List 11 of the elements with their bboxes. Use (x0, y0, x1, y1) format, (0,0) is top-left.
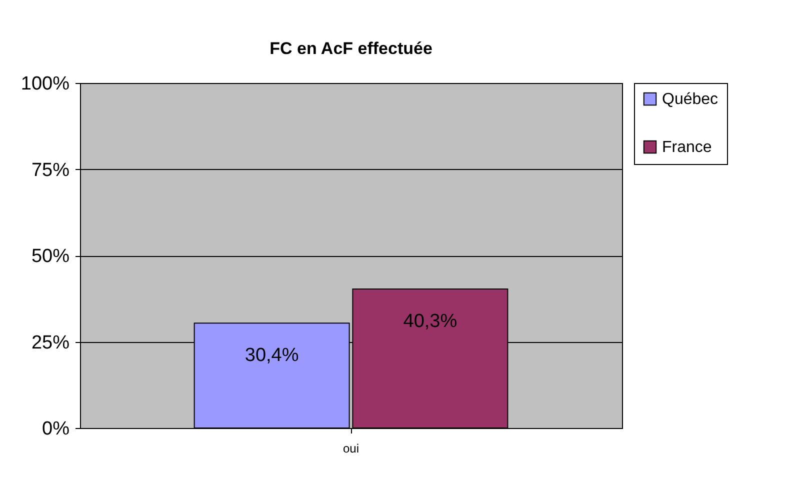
legend-label: Québec (662, 91, 718, 108)
y-tick-label: 75% (31, 160, 70, 181)
y-tick-label: 0% (42, 418, 70, 440)
y-tick-label: 50% (31, 246, 70, 267)
y-tick-label: 100% (20, 74, 70, 94)
y-tick-label: 25% (31, 332, 70, 354)
x-tick-label: oui (342, 442, 360, 456)
data-label: 40,3% (403, 310, 458, 332)
legend-label: France (662, 139, 712, 156)
chart-title: FC en AcF effectuée (270, 39, 432, 58)
data-label: 30,4% (244, 345, 299, 366)
